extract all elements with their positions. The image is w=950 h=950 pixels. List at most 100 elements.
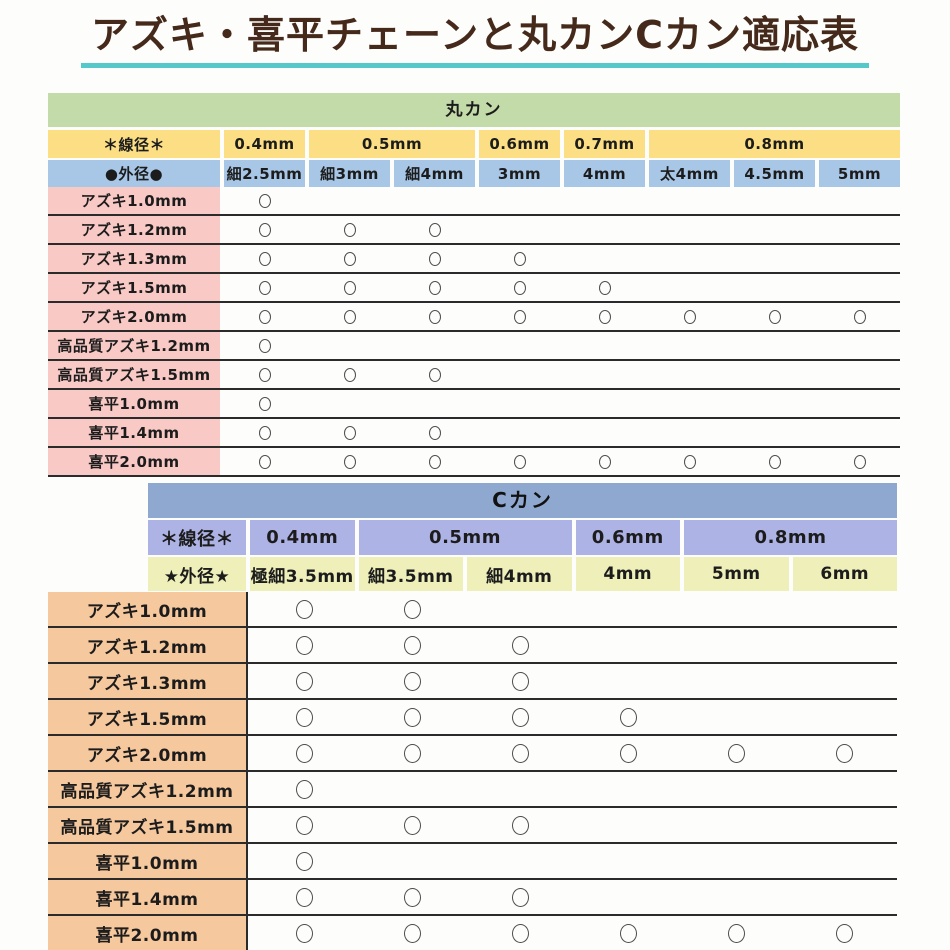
compat-cell [793,664,897,698]
compat-cell [649,419,730,446]
compat-cell [793,808,897,842]
title-bar: アズキ・喜平チェーンと丸カンCカン適応表 [0,12,950,68]
compat-cell [576,664,680,698]
compat-circle-icon [258,280,271,295]
compat-cell [685,700,789,734]
chain-type-label: アズキ1.0mm [48,187,220,214]
compat-circle-icon [513,454,526,469]
table-row: 高品質アズキ1.5mm [48,361,900,390]
compat-circle-icon [428,454,441,469]
compat-circle-icon [620,743,638,763]
compat-circle-icon [295,599,313,619]
compat-circle-icon [258,251,271,266]
compat-cell [685,628,789,662]
compat-cell [479,332,560,359]
chain-type-label: 喜平1.4mm [48,419,220,446]
compat-cell [819,216,900,243]
chain-type-label: 喜平1.0mm [48,390,220,417]
compat-circle-icon [513,280,526,295]
outer-diameter-value: 4.5mm [734,160,815,187]
compat-circle-icon [403,887,421,907]
compat-circle-icon [853,309,866,324]
compat-cell [224,216,305,243]
compat-cell [734,303,815,330]
compat-cell [224,332,305,359]
wire-diameter-value: 0.7mm [564,130,645,158]
compat-cell [819,419,900,446]
wire-diameter-value: 0.8mm [684,520,897,555]
compat-cell [252,628,356,662]
compat-cell [734,332,815,359]
compat-circle-icon [403,635,421,655]
compat-cell [793,916,897,950]
compat-cell [224,448,305,475]
compat-cell [564,274,645,301]
table-row: アズキ1.5mm [48,700,897,736]
compat-cell [819,448,900,475]
compat-cell [468,736,572,770]
compat-cell [576,700,680,734]
compat-cell [224,274,305,301]
compat-cell [468,664,572,698]
outer-diameter-header-row: ★外径★ 極細3.5mm 細3.5mm 細4mm 4mm 5mm 6mm [148,557,897,591]
compat-circle-icon [511,707,529,727]
compat-circle-icon [258,222,271,237]
compat-cell [309,448,390,475]
compat-circle-icon [258,454,271,469]
page-title: アズキ・喜平チェーンと丸カンCカン適応表 [81,12,869,68]
table-row: アズキ1.3mm [48,245,900,274]
table-title-band: Cカン [148,483,897,518]
table-row: アズキ1.0mm [48,187,900,216]
compat-circle-icon [258,425,271,440]
chain-type-label: 喜平2.0mm [48,448,220,475]
compat-cell [309,303,390,330]
compat-cell [468,844,572,878]
table-row: 喜平1.4mm [48,419,900,448]
compat-circle-icon [513,309,526,324]
compat-cell [734,245,815,272]
compat-cell [468,880,572,914]
compat-circle-icon [683,454,696,469]
compat-cell [468,772,572,806]
compat-circle-icon [511,671,529,691]
table-row: アズキ1.2mm [48,628,897,664]
compat-circle-icon [513,251,526,266]
compat-circle-icon [683,309,696,324]
compat-cell [734,274,815,301]
chain-type-label: 高品質アズキ1.5mm [48,808,248,842]
compat-circle-icon [598,280,611,295]
compat-cell [564,303,645,330]
compat-cell [649,390,730,417]
compat-cell [360,628,464,662]
chain-type-label: アズキ2.0mm [48,736,248,770]
compat-cell [734,419,815,446]
compat-cell [479,419,560,446]
compat-circle-icon [295,671,313,691]
wire-diameter-header-label: ＊線径＊ [148,520,246,555]
outer-diameter-header-label: ●外径● [48,160,220,187]
compat-cell [309,390,390,417]
wire-diameter-value: 0.6mm [479,130,560,158]
compat-cell [394,361,475,388]
compat-cell [685,916,789,950]
wire-diameter-value: 0.6mm [575,520,680,555]
compat-cell [685,844,789,878]
compat-cell [564,390,645,417]
table-row: 高品質アズキ1.2mm [48,332,900,361]
compat-cell [252,844,356,878]
table-row: アズキ1.3mm [48,664,897,700]
compat-cell [252,700,356,734]
compat-cell [309,419,390,446]
compat-cell [564,332,645,359]
compat-circle-icon [403,707,421,727]
compat-circle-icon [428,367,441,382]
compat-cell [576,736,680,770]
table-row: アズキ1.2mm [48,216,900,245]
compat-circle-icon [403,923,421,943]
compat-circle-icon [258,338,271,353]
compat-cell [468,916,572,950]
compat-cell [685,664,789,698]
compat-circle-icon [343,251,356,266]
compat-circle-icon [511,743,529,763]
table-row: 喜平1.0mm [48,844,897,880]
